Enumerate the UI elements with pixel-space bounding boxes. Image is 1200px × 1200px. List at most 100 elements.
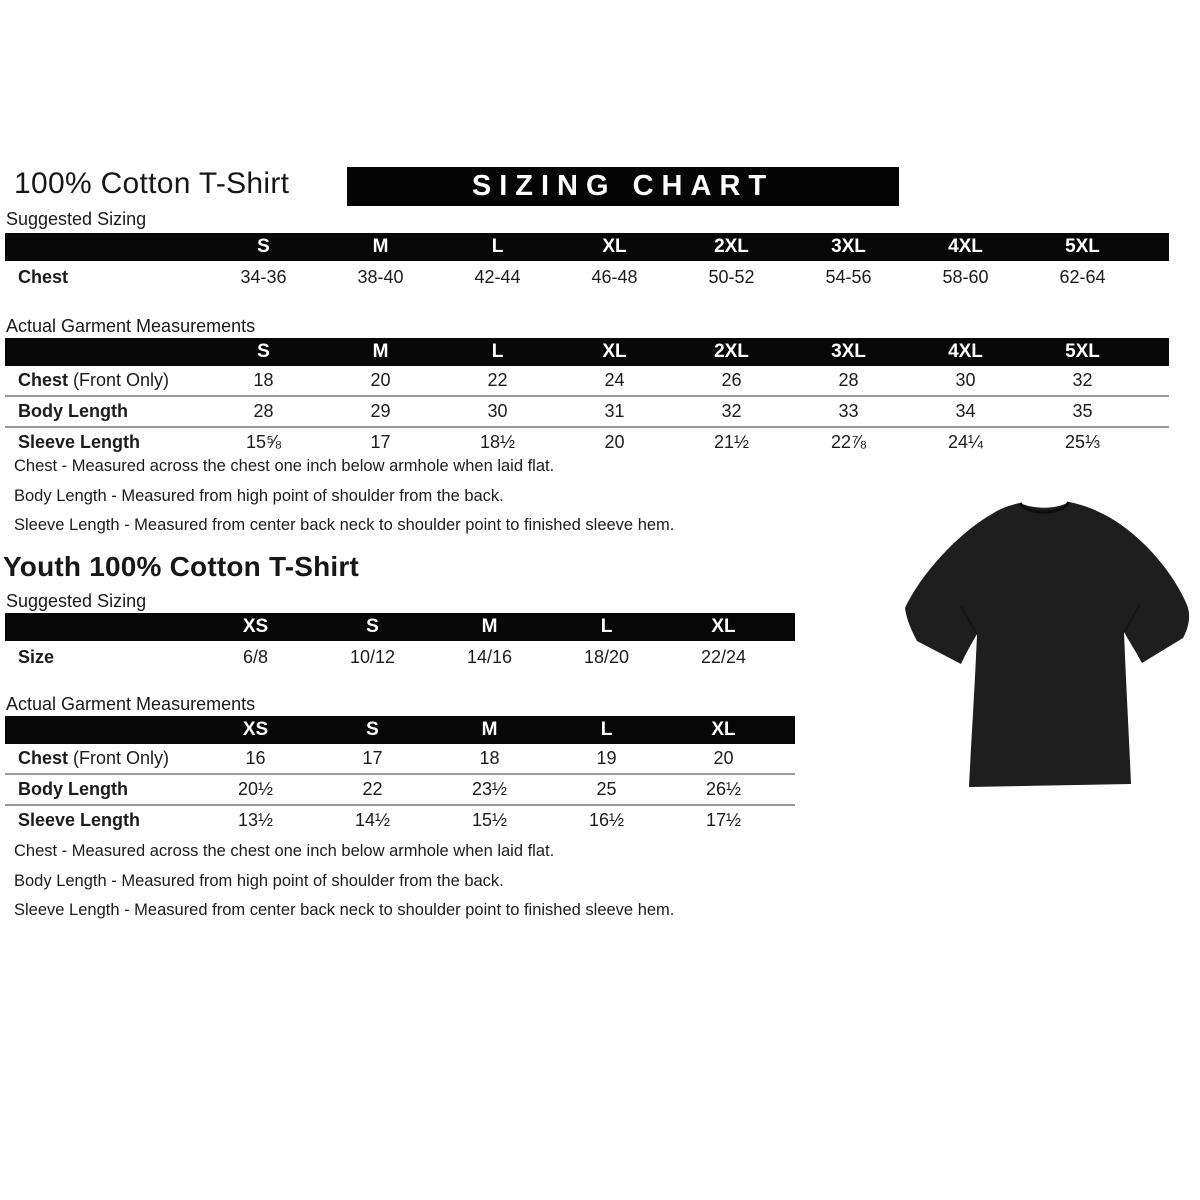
adult-actual-measurements-label: Actual Garment Measurements	[6, 316, 256, 336]
size-header-cell: L	[600, 616, 613, 637]
size-header-cell: 2XL	[714, 236, 749, 257]
measurement-value: 13½	[237, 810, 274, 830]
size-header-cell: L	[600, 719, 613, 740]
sizing-chart-banner: SIZING CHART	[347, 167, 899, 206]
youth-suggested-sizing-table: XS S M L XL Size 6/8 10/12 14/16 18/20 22/24	[5, 613, 795, 674]
tshirt-silhouette	[905, 502, 1190, 787]
measurement-value: 18	[253, 370, 274, 390]
measurement-value: 22	[362, 779, 383, 799]
measurement-value: 26½	[705, 779, 742, 799]
size-header-cell: 3XL	[831, 236, 866, 257]
size-header-cell: XL	[711, 616, 736, 637]
measurement-value: 34	[955, 401, 976, 421]
size-header-row: S M L XL 2XL 3XL 4XL 5XL	[5, 233, 1169, 261]
size-header-cell: XS	[242, 719, 269, 740]
black-tshirt-image	[893, 474, 1193, 806]
measurement-value: 25⅓	[1064, 432, 1101, 452]
adult-actual-measurements-table: S M L XL 2XL 3XL 4XL 5XL Chest (Front Only) 18 20 2…	[5, 338, 1169, 457]
size-header-cell: 5XL	[1065, 236, 1100, 257]
note-line: Body Length - Measured from high point o…	[14, 486, 504, 505]
tshirt-collar-seam	[1018, 501, 1071, 514]
measurement-value: 23½	[471, 779, 508, 799]
measurement-value: 32	[721, 401, 742, 421]
tshirt-right-sleeve-seam	[1123, 603, 1141, 633]
size-header-row: XS S M L XL	[5, 613, 795, 641]
measurement-value: 62-64	[1059, 267, 1106, 287]
measurement-value: 28	[838, 370, 859, 390]
note-line: Chest - Measured across the chest one in…	[14, 842, 555, 860]
adult-measurement-notes: Chest - Measured across the chest one in…	[14, 457, 674, 546]
adult-suggested-sizing-table: S M L XL 2XL 3XL 4XL 5XL Chest 34-36 38-40 42-44 46-…	[5, 233, 1169, 294]
note-line: Sleeve Length - Measured from center bac…	[14, 516, 675, 534]
measurement-value: 14½	[354, 810, 391, 830]
measurement-value: 17½	[705, 810, 742, 830]
size-header-cell: 3XL	[831, 341, 866, 362]
measurement-row: Body Length 20½ 22 23½ 25 26½	[5, 773, 795, 804]
size-header-cell: XL	[602, 236, 627, 257]
measurement-label: Chest (Front Only)	[18, 370, 170, 390]
size-header-cell: S	[366, 616, 379, 637]
measurement-value: 32	[1072, 370, 1093, 390]
adult-suggested-sizing-label: Suggested Sizing	[6, 209, 147, 229]
measurement-value: 35	[1072, 401, 1093, 421]
measurement-value: 18/20	[583, 647, 630, 667]
measurement-value: 21½	[713, 432, 750, 452]
measurement-value: 30	[955, 370, 976, 390]
size-header-cell: 2XL	[714, 341, 749, 362]
measurement-label: Body Length	[18, 779, 128, 799]
measurement-value: 17	[362, 748, 383, 768]
measurement-value: 38-40	[357, 267, 404, 287]
measurement-value: 16½	[588, 810, 625, 830]
tshirt-left-sleeve-seam	[960, 605, 978, 635]
measurement-label: Size	[18, 647, 55, 667]
measurement-value: 20	[713, 748, 734, 768]
size-header-cell: L	[491, 341, 504, 362]
size-header-cell: S	[257, 236, 270, 257]
measurement-value: 50-52	[708, 267, 755, 287]
measurement-value: 6/8	[242, 647, 269, 667]
measurement-value: 19	[596, 748, 617, 768]
measurement-value: 30	[487, 401, 508, 421]
youth-actual-measurements-table: XS S M L XL Chest (Front Only) 16 17 18 19 20 Body …	[5, 716, 795, 835]
youth-section-title: Youth 100% Cotton T-Shirt	[3, 551, 360, 582]
measurement-value: 18	[479, 748, 500, 768]
measurement-value: 24¼	[947, 432, 984, 452]
measurement-label: Body Length	[18, 401, 128, 421]
measurement-label: Sleeve Length	[18, 432, 141, 452]
sizing-chart-banner-text: SIZING CHART	[471, 170, 775, 202]
measurement-value: 26	[721, 370, 742, 390]
measurement-value: 42-44	[474, 267, 521, 287]
measurement-value: 22⅞	[830, 432, 867, 452]
measurement-value: 54-56	[825, 267, 872, 287]
measurement-value: 14/16	[466, 647, 513, 667]
measurement-value: 22/24	[700, 647, 747, 667]
note-line: Body Length - Measured from high point o…	[14, 871, 504, 890]
measurement-value: 29	[370, 401, 391, 421]
youth-suggested-sizing-label: Suggested Sizing	[6, 591, 147, 611]
measurement-value: 17	[370, 432, 391, 452]
measurement-value: 31	[604, 401, 625, 421]
measurement-label: Chest (Front Only)	[18, 748, 170, 768]
measurement-row: Sleeve Length 13½ 14½ 15½ 16½ 17½	[5, 804, 795, 835]
size-header-cell: XS	[242, 616, 269, 637]
note-line: Sleeve Length - Measured from center bac…	[14, 901, 675, 919]
measurement-row: Chest 34-36 38-40 42-44 46-48 50-52 54-56 58-60…	[5, 261, 1169, 294]
size-header-cell: S	[366, 719, 379, 740]
measurement-value: 25	[596, 779, 617, 799]
size-header-row: XS S M L XL	[5, 716, 795, 744]
measurement-value: 10/12	[349, 647, 396, 667]
measurement-value: 16	[245, 748, 266, 768]
youth-measurement-notes: Chest - Measured across the chest one in…	[14, 842, 674, 931]
measurement-row: Sleeve Length 15⅝ 17 18½ 20 21½ 22⅞ 24¼ 25⅓	[5, 426, 1169, 457]
measurement-value: 46-48	[591, 267, 638, 287]
measurement-label: Chest	[18, 267, 69, 287]
measurement-value: 15⅝	[245, 432, 282, 452]
size-header-cell: M	[372, 236, 389, 257]
size-header-cell: M	[481, 719, 498, 740]
measurement-value: 20	[370, 370, 391, 390]
measurement-value: 24	[604, 370, 625, 390]
measurement-value: 28	[253, 401, 274, 421]
measurement-row: Size 6/8 10/12 14/16 18/20 22/24	[5, 641, 795, 674]
measurement-value: 20½	[237, 779, 274, 799]
